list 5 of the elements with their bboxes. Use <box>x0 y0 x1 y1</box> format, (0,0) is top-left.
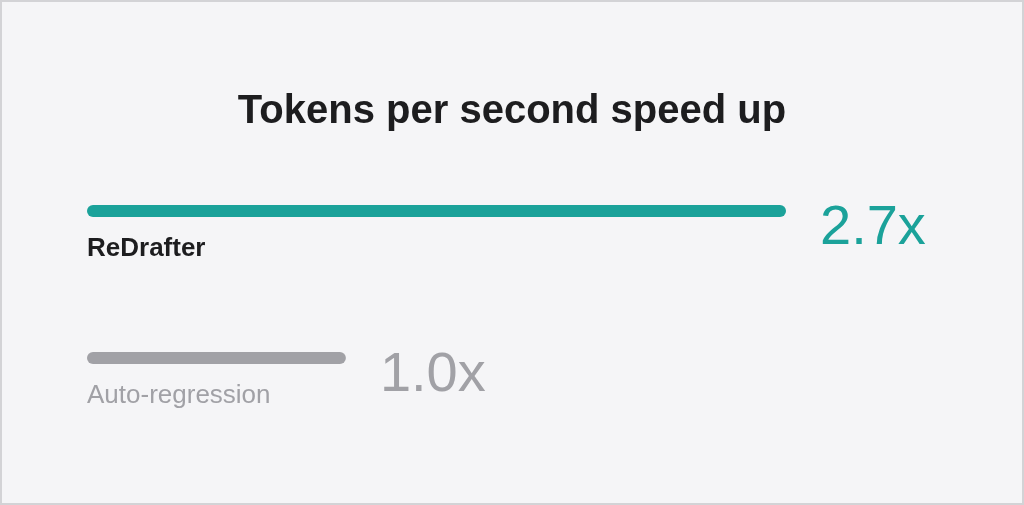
data-label: 2.7x <box>820 192 926 256</box>
y-tick-label: Auto-regression <box>87 379 271 409</box>
y-tick-label: ReDrafter <box>87 232 206 262</box>
data-label: 1.0x <box>379 339 486 403</box>
chart-title: Tokens per second speed up <box>237 87 787 131</box>
